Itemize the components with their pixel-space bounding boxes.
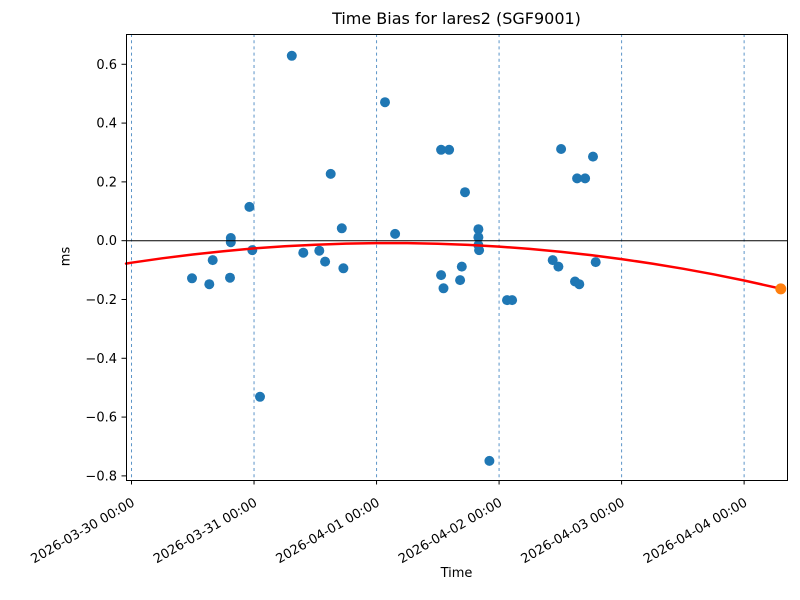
x-tick-label: 2026-04-01 00:00: [274, 495, 383, 567]
prediction-point: [775, 283, 787, 295]
data-point: [547, 255, 558, 266]
data-point: [473, 232, 484, 243]
data-point: [460, 187, 470, 198]
data-point: [484, 455, 495, 466]
axes-frame: [126, 34, 788, 481]
data-point: [204, 279, 215, 290]
data-point: [314, 245, 325, 256]
data-point: [390, 228, 401, 239]
y-tick-label: 0.2: [96, 175, 117, 190]
x-tick-label: 2026-04-04 00:00: [641, 495, 750, 567]
y-tick-label: −0.8: [85, 469, 117, 484]
data-point: [298, 247, 309, 258]
data-point: [507, 295, 518, 306]
data-point: [580, 173, 591, 184]
data-point: [255, 391, 265, 402]
x-axis-label: Time: [440, 566, 473, 581]
data-point: [588, 151, 598, 162]
x-tick-label: 2026-04-03 00:00: [519, 495, 628, 567]
x-tick-label: 2026-03-30 00:00: [29, 495, 138, 567]
data-point: [225, 237, 236, 248]
y-tick-label: 0.4: [96, 117, 117, 132]
data-point: [207, 255, 218, 266]
data-point: [286, 50, 297, 61]
x-tick-label: 2026-03-31 00:00: [151, 495, 260, 567]
data-point: [187, 273, 197, 284]
y-tick-label: −0.6: [85, 411, 117, 426]
y-tick-label: −0.4: [85, 352, 117, 367]
data-point: [438, 283, 449, 294]
data-point: [572, 173, 583, 184]
data-point: [474, 245, 485, 256]
data-point: [436, 270, 447, 281]
data-point: [338, 263, 349, 274]
data-point: [444, 144, 455, 155]
x-tick-label: 2026-04-02 00:00: [396, 495, 505, 567]
data-point: [325, 168, 336, 179]
chart-title: Time Bias for lares2 (SGF9001): [332, 9, 581, 28]
fit-curve: [124, 241, 783, 290]
y-tick-label: 0.0: [96, 234, 117, 249]
data-point: [320, 256, 331, 267]
data-point: [553, 261, 564, 272]
data-point: [225, 272, 235, 283]
data-point: [336, 223, 347, 234]
data-point: [456, 261, 467, 272]
data-point: [556, 144, 567, 154]
y-tick-label: 0.6: [96, 58, 117, 73]
data-point: [380, 97, 390, 108]
data-point: [436, 144, 447, 155]
data-point: [590, 257, 601, 268]
y-axis-label: ms: [58, 246, 74, 267]
data-point: [244, 201, 255, 212]
data-point: [473, 224, 484, 235]
data-point: [455, 275, 466, 286]
y-tick-label: −0.2: [85, 293, 117, 308]
data-point: [574, 279, 585, 290]
